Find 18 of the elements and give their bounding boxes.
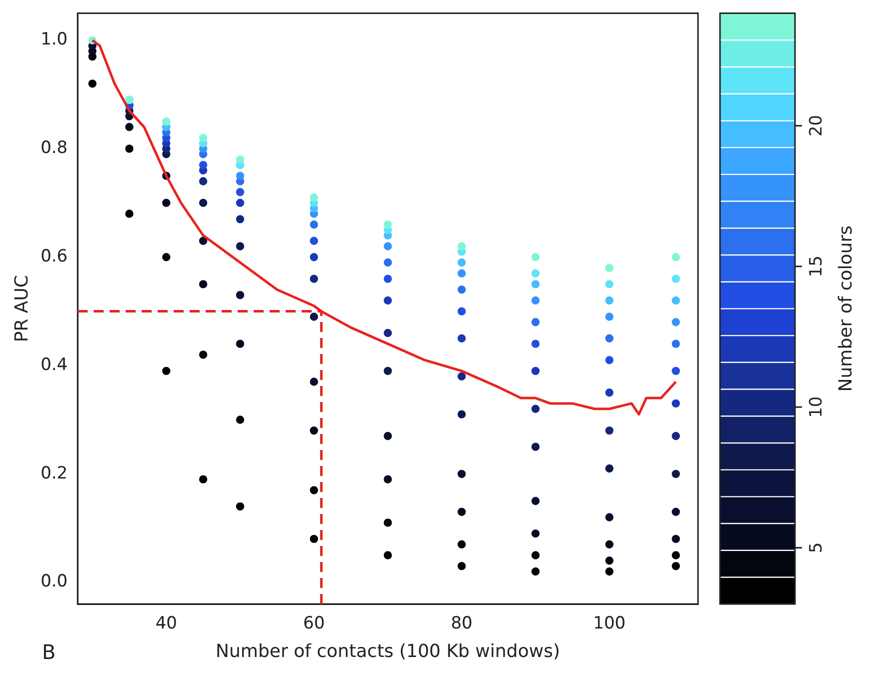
color-bar-label: 5	[806, 542, 826, 554]
x-tick-label: 80	[450, 614, 472, 634]
x-tick-label: 40	[155, 614, 178, 634]
y-tick-label: 0.0	[40, 572, 68, 592]
y-tick-label: 0.6	[40, 246, 68, 267]
y-axis-title: PR AUC	[11, 275, 32, 342]
x-tick-label: 60	[303, 614, 325, 634]
x-tick-label: 100	[593, 614, 626, 634]
y-tick-label: 0.4	[40, 354, 68, 375]
y-tick-label: 1.0	[40, 30, 68, 50]
x-axis-title: Number of contacts (100 Kb windows)	[216, 640, 560, 662]
y-tick-label: 0.2	[40, 463, 68, 484]
y-tick-label: 0.8	[40, 138, 68, 158]
color-bar-label: 10	[806, 396, 826, 418]
color-bar-title: Number of colours	[836, 225, 857, 392]
text: B	[42, 640, 56, 664]
color-bar-label: 15	[806, 256, 826, 278]
color-bar-label: 20	[806, 114, 826, 137]
